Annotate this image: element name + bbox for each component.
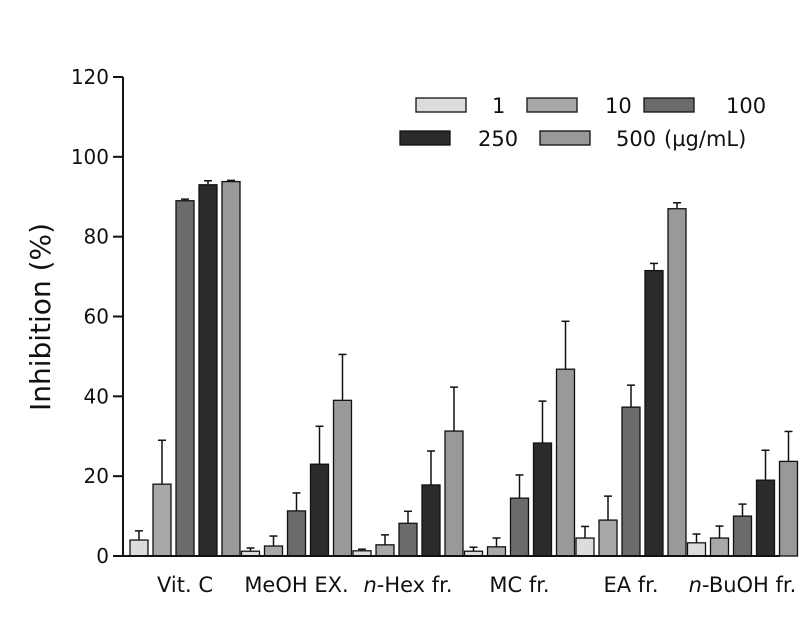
bar-500-3 (555, 368, 576, 557)
legend-swatch-250 (399, 130, 451, 146)
bar-100-2 (398, 522, 418, 557)
legend-swatch-500 (539, 130, 591, 146)
bar-250-2 (421, 484, 441, 557)
x-tick-label-5: n-BuOH fr. (689, 573, 797, 597)
bar-1-0 (129, 539, 149, 557)
bar-100-0 (175, 200, 195, 557)
bar-250-1 (309, 463, 330, 557)
bar-1-4 (575, 537, 595, 557)
bar-10-4 (598, 519, 618, 557)
y-tick-label-80: 80 (84, 225, 109, 249)
legend-label-10: 10 (605, 94, 632, 118)
y-tick-label-0: 0 (96, 544, 109, 568)
y-tick-label-40: 40 (84, 384, 109, 408)
bar-100-3 (509, 497, 530, 557)
x-tick-label-4: EA fr. (603, 573, 658, 597)
legend-unit-label: (µg/mL) (664, 127, 746, 151)
bar-500-4 (667, 208, 687, 557)
legend-label-250: 250 (478, 127, 518, 151)
x-tick-label-2: n-Hex fr. (363, 573, 452, 597)
chart-legend: 1 10 100 250 500 (µg/mL) (399, 94, 766, 151)
bar-10-1 (263, 545, 284, 557)
bar-500-1 (332, 399, 353, 557)
legend-label-1: 1 (492, 94, 505, 118)
bar-1-5 (686, 542, 707, 557)
bar-250-5 (755, 479, 776, 557)
x-tick-label-1: MeOH EX. (244, 573, 348, 597)
bar-10-2 (375, 544, 395, 557)
bar-10-0 (152, 483, 172, 557)
legend-swatch-100 (643, 97, 695, 113)
bar-100-1 (286, 510, 307, 557)
x-tick-label-3: MC fr. (489, 573, 549, 597)
y-tick-label-100: 100 (71, 145, 109, 169)
legend-swatch-10 (526, 97, 578, 113)
bar-250-3 (532, 442, 553, 557)
chart-marks (129, 179, 799, 557)
legend-label-100: 100 (726, 94, 766, 118)
bar-100-4 (621, 406, 641, 557)
bar-500-5 (778, 460, 799, 557)
bar-10-5 (709, 537, 730, 557)
bar-500-2 (444, 430, 464, 557)
bar-100-5 (732, 515, 753, 557)
y-axis-label: Inhibition (%) (24, 223, 57, 411)
legend-swatch-1 (415, 97, 467, 113)
y-tick-label-60: 60 (84, 305, 109, 329)
y-tick-label-20: 20 (84, 464, 109, 488)
bar-250-4 (644, 269, 664, 557)
bar-10-3 (486, 546, 507, 557)
legend-label-500: 500 (616, 127, 656, 151)
x-tick-label-0: Vit. C (157, 573, 213, 597)
bar-500-0 (221, 180, 241, 557)
chart-axes: Vit. C MeOH EX. n-Hex fr. MC fr. EA fr. n-BuO… (71, 65, 797, 597)
bar-250-0 (198, 184, 218, 557)
y-tick-label-120: 120 (71, 65, 109, 89)
